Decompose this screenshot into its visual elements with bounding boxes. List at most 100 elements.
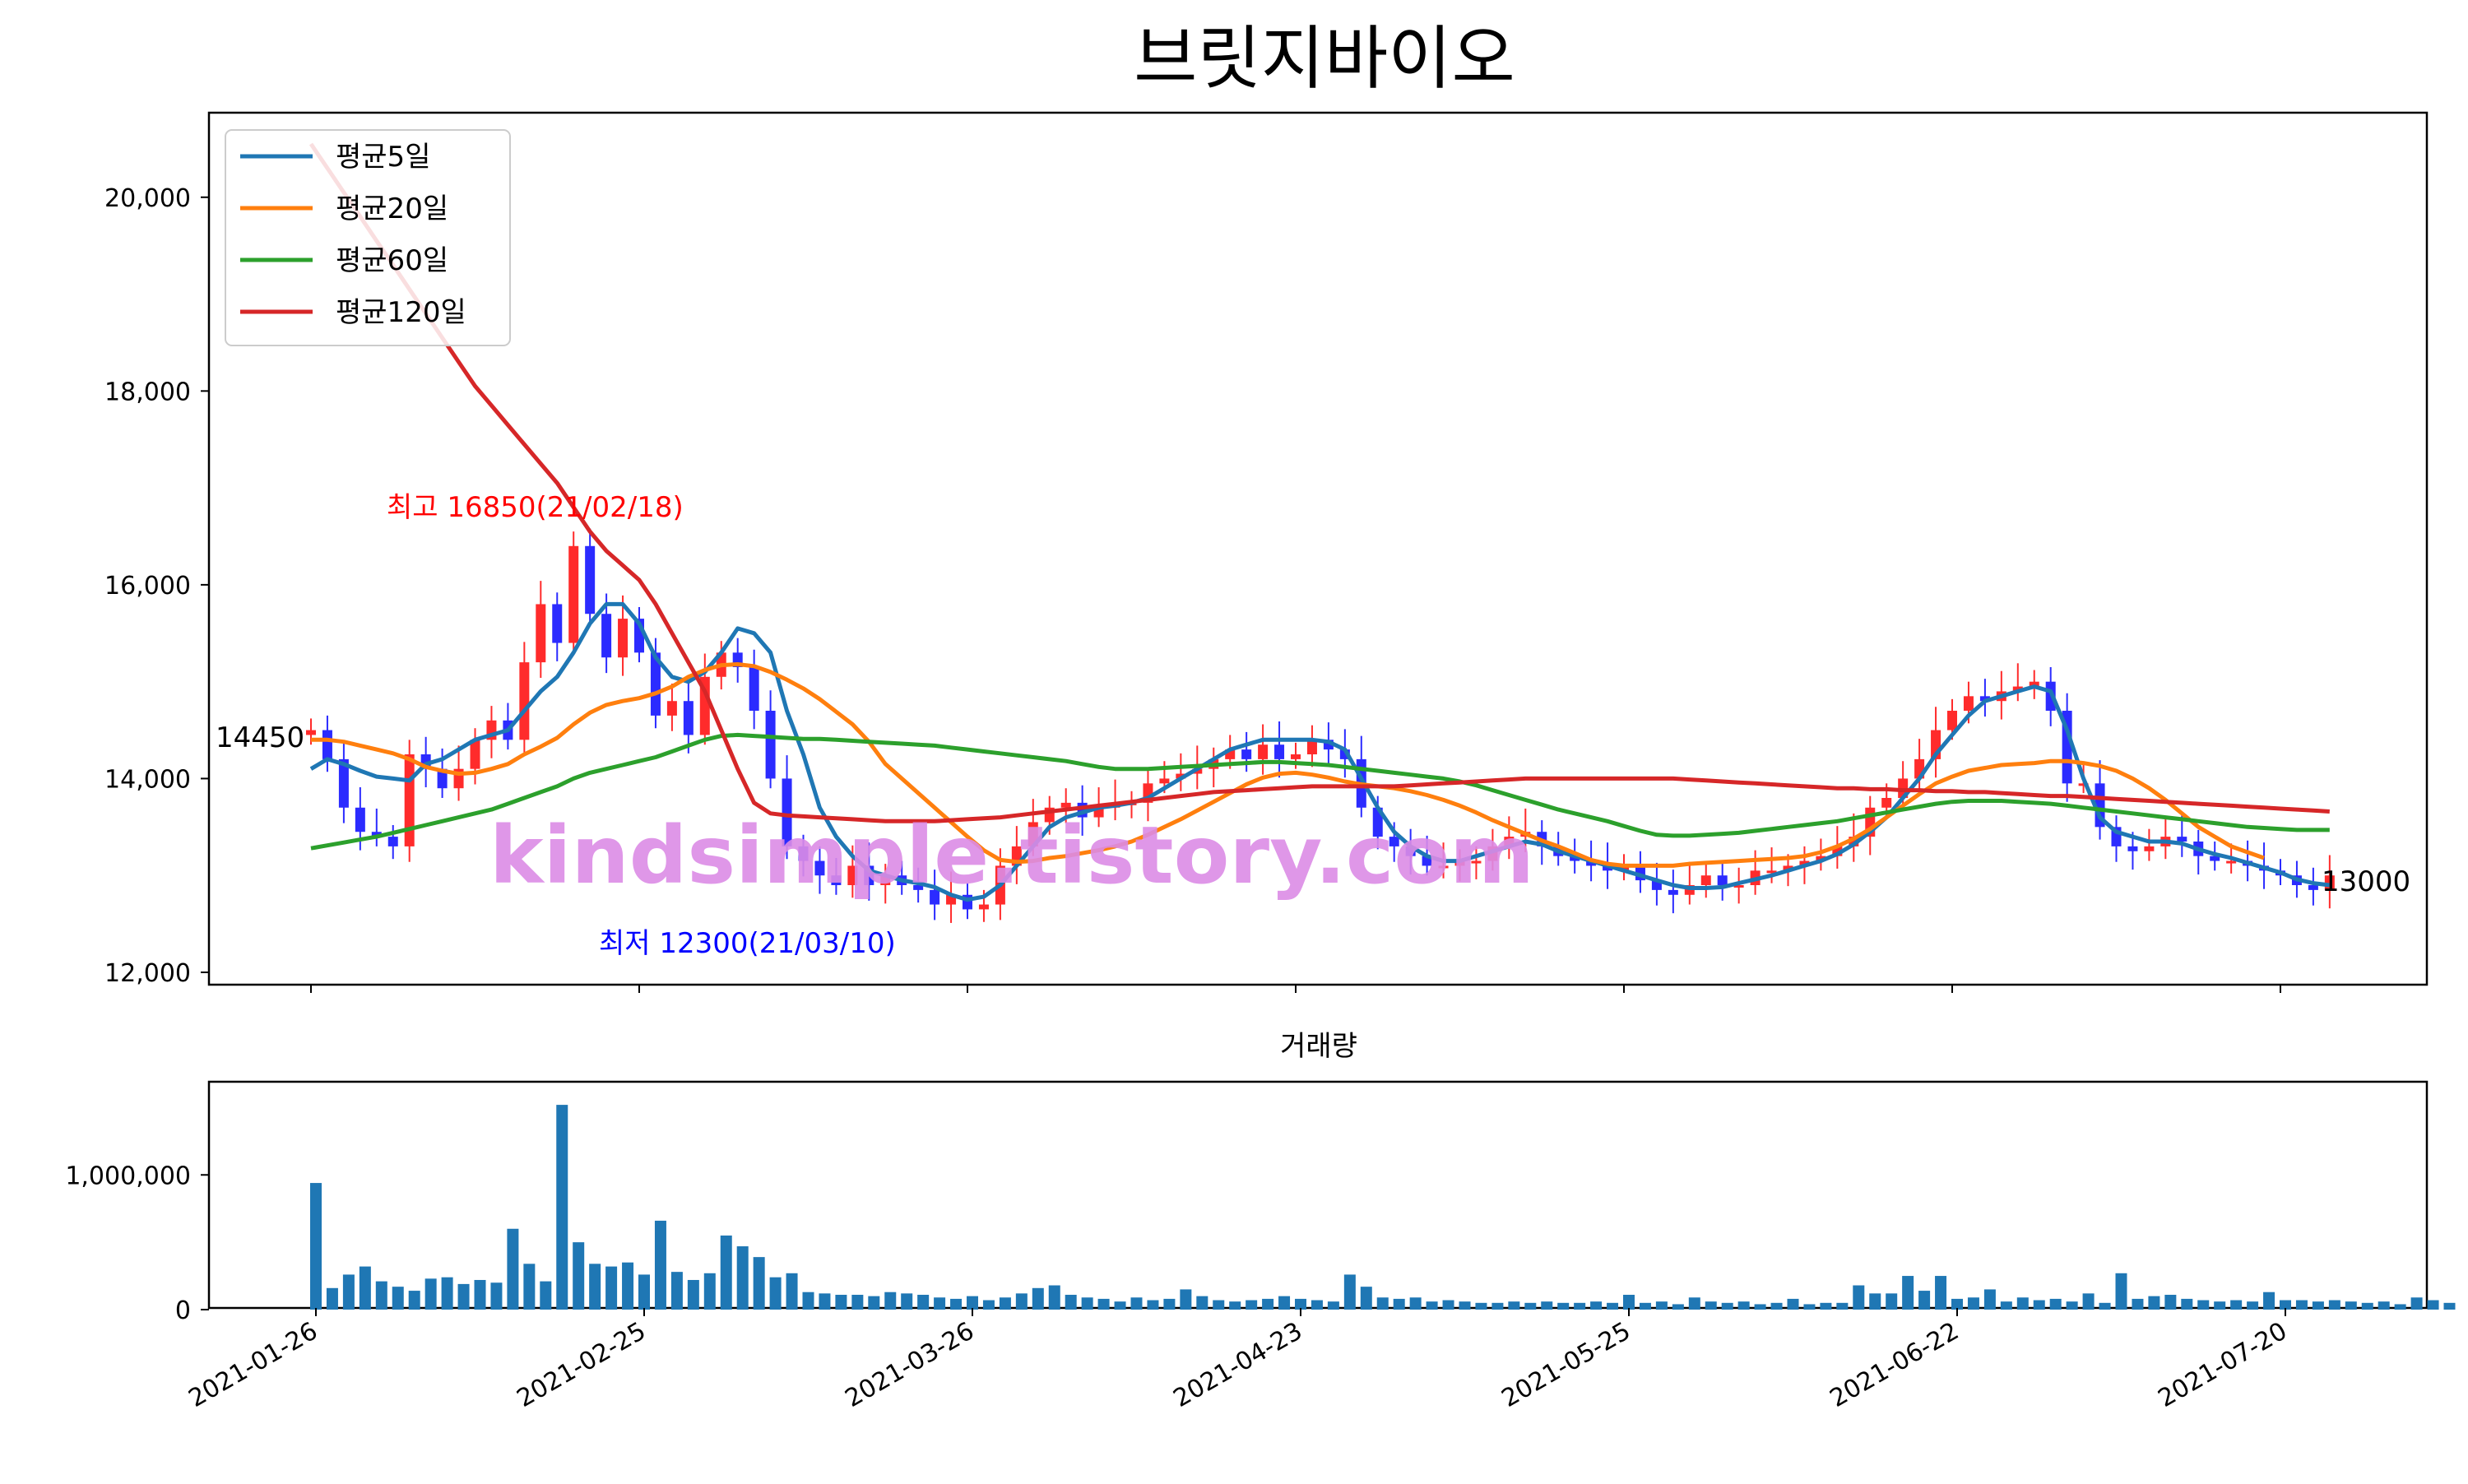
- candle-body: [1159, 778, 1170, 784]
- volume-bar: [982, 1300, 995, 1310]
- price-axis: 12,000 14,000 16,000 18,000 20,000: [104, 184, 209, 988]
- volume-bar: [441, 1277, 453, 1310]
- ma20-line: [311, 662, 2265, 868]
- volume-bar: [1278, 1296, 1291, 1310]
- volume-bar: [967, 1296, 978, 1310]
- volume-bar: [2427, 1300, 2439, 1310]
- candle-body: [1947, 711, 1957, 730]
- volume-bars: [310, 1105, 2456, 1310]
- volume-bar: [999, 1297, 1011, 1310]
- candle-body: [1766, 870, 1777, 874]
- volume-bar: [1180, 1289, 1192, 1310]
- volume-tick-label: 0: [175, 1296, 191, 1325]
- volume-bar: [2197, 1300, 2210, 1310]
- price-tick-label: 14,000: [104, 765, 191, 794]
- volume-bar: [622, 1262, 634, 1310]
- volume-axis: 0 1,000,000: [65, 1162, 209, 1325]
- volume-bar: [2230, 1300, 2243, 1310]
- price-tick-label: 12,000: [104, 959, 191, 988]
- volume-bar: [2082, 1293, 2095, 1310]
- volume-bar: [589, 1264, 601, 1310]
- candle-body: [2308, 885, 2318, 890]
- price-panel-frame: [207, 111, 2429, 986]
- volume-bar: [2115, 1273, 2127, 1310]
- volume-bar: [1541, 1301, 1553, 1310]
- volume-bar: [753, 1257, 765, 1310]
- volume-bar: [1114, 1301, 1126, 1310]
- volume-bar: [1902, 1276, 1914, 1310]
- candle-body: [1799, 860, 1810, 866]
- volume-bar: [1623, 1294, 1635, 1310]
- volume-bar: [326, 1287, 338, 1310]
- candle-body: [1651, 880, 1662, 890]
- moving-average-lines: [308, 142, 2331, 902]
- volume-bar: [1393, 1298, 1405, 1310]
- volume-bar: [802, 1292, 814, 1310]
- volume-bar: [605, 1266, 618, 1310]
- legend-label: 평균60일: [336, 244, 448, 277]
- volume-bar: [1311, 1300, 1323, 1310]
- watermark-text: kindsimple.tistory.com: [489, 809, 1534, 902]
- volume-bar: [1721, 1302, 1733, 1310]
- ma60-line: [310, 732, 2330, 851]
- candle-body: [1570, 856, 1580, 861]
- candle-body: [978, 904, 989, 910]
- candle-body: [404, 754, 415, 846]
- candle-body: [831, 875, 842, 885]
- candle-body: [1619, 865, 1629, 871]
- candle-body: [1306, 740, 1317, 754]
- volume-bar: [1607, 1302, 1619, 1310]
- volume-bar: [934, 1297, 946, 1310]
- volume-bar: [1820, 1302, 1832, 1310]
- legend-box: [225, 129, 511, 346]
- high-annotation: 최고 16850(21/02/18): [387, 491, 684, 524]
- candle-body: [1060, 802, 1071, 808]
- volume-bar: [2033, 1300, 2045, 1310]
- volume-bar: [342, 1274, 355, 1310]
- candle-body: [1783, 865, 1793, 871]
- volume-bar: [2361, 1302, 2373, 1310]
- chart-title: 브릿지바이오: [1134, 18, 1515, 99]
- volume-bar: [540, 1281, 552, 1310]
- volume-bar: [1491, 1302, 1504, 1310]
- volume-bar: [917, 1294, 930, 1310]
- volume-bar: [1147, 1300, 1159, 1310]
- volume-bar: [1951, 1298, 1963, 1310]
- ma5-line: [309, 601, 2331, 902]
- volume-bar: [1967, 1297, 1979, 1310]
- volume-bar: [1262, 1298, 1274, 1310]
- candle-body: [1389, 837, 1399, 846]
- candle-body: [1717, 875, 1728, 885]
- volume-bar: [835, 1294, 847, 1310]
- candle-body: [371, 832, 382, 837]
- volume-bar: [1163, 1298, 1176, 1310]
- volume-bar: [1869, 1293, 1881, 1310]
- volume-bar: [654, 1220, 666, 1310]
- candle-body: [699, 676, 710, 735]
- volume-bar: [1213, 1300, 1225, 1310]
- volume-bar: [474, 1279, 486, 1310]
- candle-body: [1241, 749, 1252, 759]
- candle-body: [1849, 837, 1859, 846]
- candle-body: [1733, 885, 1744, 888]
- volume-bar: [1705, 1301, 1717, 1310]
- candle-body: [1291, 754, 1301, 759]
- ma120-line: [308, 142, 2330, 823]
- candle-body: [1339, 749, 1350, 759]
- volume-bar: [1343, 1274, 1356, 1310]
- legend-label: 평균120일: [336, 296, 466, 329]
- start-price-label: 14450: [216, 721, 304, 754]
- volume-bar: [720, 1235, 732, 1310]
- volume-bar: [2214, 1301, 2226, 1310]
- volume-bar: [2148, 1296, 2160, 1310]
- candle-body: [355, 807, 365, 832]
- candle-body: [1979, 696, 1990, 702]
- volume-bar: [507, 1228, 519, 1310]
- volume-bar: [1376, 1297, 1389, 1310]
- candle-body: [1258, 744, 1269, 759]
- volume-bar: [670, 1272, 683, 1310]
- volume-bar: [1097, 1298, 1110, 1310]
- candle-body: [470, 740, 480, 769]
